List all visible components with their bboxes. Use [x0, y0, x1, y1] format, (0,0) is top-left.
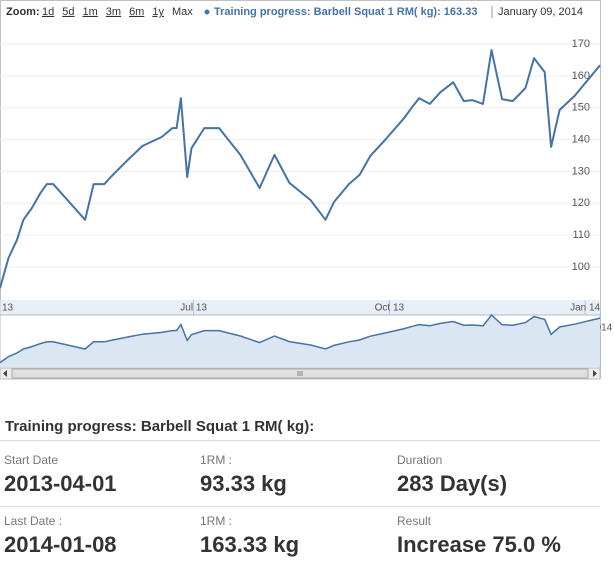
stat-value: 163.33 kg — [200, 532, 300, 557]
y-tick-label: 170 — [572, 38, 590, 50]
y-tick-label: 100 — [572, 261, 590, 273]
stat-label: Duration — [397, 453, 443, 467]
series-line — [0, 49, 601, 289]
stat-value: 2013-04-01 — [4, 471, 117, 496]
x-tick-label: 13 — [2, 303, 14, 314]
zoom-button[interactable]: Max — [172, 6, 193, 18]
x-tick-label: Jan 14 — [570, 303, 600, 314]
zoom-button[interactable]: 1d — [42, 6, 54, 18]
separator — [0, 440, 600, 441]
legend-dot — [204, 9, 210, 15]
zoom-label: Zoom: — [6, 6, 40, 18]
navigator-line — [0, 313, 601, 364]
chart: Zoom: Training progress: Barbell Squat 1… — [0, 0, 613, 380]
scroll-left[interactable] — [3, 370, 7, 377]
stat-value: Increase 75.0 % — [397, 532, 561, 557]
scroll-right[interactable] — [593, 370, 597, 377]
navigator-label: 2014 — [590, 323, 613, 334]
stat-value: 283 Day(s) — [397, 471, 508, 496]
summary: Training progress: Barbell Squat 1 RM( k… — [0, 390, 600, 570]
stat-label: 1RM : — [200, 514, 233, 528]
y-tick-label: 140 — [572, 133, 590, 145]
y-tick-label: 120 — [572, 197, 590, 209]
x-tick-label: Oct 13 — [375, 303, 405, 314]
stat-label: Start Date — [4, 453, 59, 467]
y-tick-label: 160 — [572, 70, 590, 82]
zoom-button[interactable]: 5d — [62, 6, 74, 18]
y-tick-label: 150 — [572, 102, 590, 114]
legend-text: Training progress: Barbell Squat 1 RM( k… — [214, 6, 477, 18]
navigator-area — [0, 315, 600, 367]
stat-value: 93.33 kg — [200, 471, 287, 496]
x-tick-label: Jul 13 — [180, 303, 207, 314]
legend-date: January 09, 2014 — [498, 6, 583, 18]
stat-value: 2014-01-08 — [4, 532, 117, 557]
zoom-button[interactable]: 6m — [129, 6, 144, 18]
zoom-button[interactable]: 1m — [83, 6, 98, 18]
stat-label: Result — [397, 514, 432, 528]
x-axis-band — [0, 300, 600, 315]
y-tick-label: 130 — [572, 165, 590, 177]
y-tick-label: 110 — [572, 229, 590, 241]
stat-label: Last Date : — [4, 514, 63, 528]
summary-title: Training progress: Barbell Squat 1 RM( k… — [5, 418, 315, 435]
zoom-button[interactable]: 3m — [106, 6, 121, 18]
zoom-button[interactable]: 1y — [152, 6, 164, 18]
separator — [0, 506, 600, 507]
stat-label: 1RM : — [200, 453, 233, 467]
